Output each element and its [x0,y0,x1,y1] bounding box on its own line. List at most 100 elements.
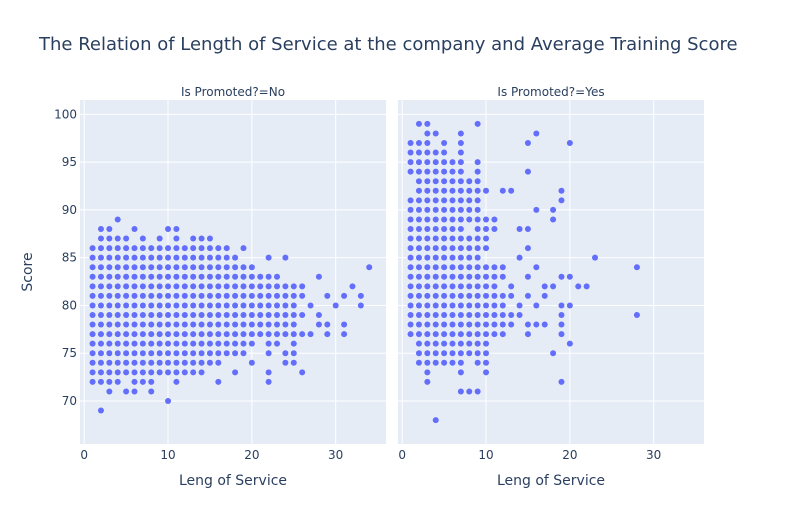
scatter-point [457,292,464,299]
scatter-point [474,159,481,166]
scatter-point [282,350,289,357]
scatter-point [223,245,230,252]
grid-right [398,100,704,444]
scatter-point [198,321,205,328]
scatter-point [441,283,448,290]
scatter-point [516,226,523,232]
scatter-point [215,331,222,338]
scatter-point [131,378,138,385]
scatter-point [123,245,130,252]
scatter-point [457,159,464,166]
scatter-point [148,359,155,366]
scatter-point [123,331,130,338]
scatter-point [131,254,138,261]
x-tick-label-left: 30 [328,448,343,462]
scatter-point [449,206,456,213]
x-ticks-right: 0 10 20 30 [398,448,661,462]
scatter-point [415,283,422,290]
scatter-point [432,273,439,280]
scatter-point [97,350,104,357]
scatter-point [432,197,439,204]
scatter-point [97,321,104,328]
scatter-point [106,264,113,271]
scatter-point [457,302,464,309]
scatter-point [432,159,439,166]
scatter-point [508,321,515,328]
scatter-point [181,283,188,290]
y-tick-label: 80 [62,298,77,312]
scatter-point [474,273,481,280]
scatter-point [457,178,464,185]
scatter-point [248,292,255,299]
scatter-point [449,292,456,299]
y-tick-label: 85 [62,251,77,265]
scatter-point [123,254,130,261]
scatter-point [148,369,155,376]
scatter-point [432,350,439,357]
y-tick-label: 70 [62,394,77,408]
scatter-point [483,331,490,338]
scatter-point [524,226,531,232]
scatter-point [215,378,222,385]
scatter-point [240,350,247,357]
scatter-point [466,245,473,252]
facet-label-no: Is Promoted?=No [181,85,285,99]
scatter-point [290,302,297,309]
scatter-point [508,187,515,194]
scatter-point [633,264,640,271]
scatter-point [491,292,498,299]
scatter-point [432,245,439,252]
scatter-point [499,187,506,194]
scatter-point [198,245,205,252]
scatter-point [89,321,96,328]
scatter-point [265,331,272,338]
scatter-point [483,312,490,318]
x-axis-title-left: Leng of Service [179,473,287,489]
scatter-point [349,283,356,290]
scatter-point [106,245,113,252]
scatter-point [457,273,464,280]
scatter-point [274,273,281,280]
scatter-point [198,302,205,309]
scatter-point [190,264,197,271]
scatter-point [106,350,113,357]
scatter-point [190,359,197,366]
scatter-point [415,321,422,328]
scatter-point [299,283,306,290]
scatter-point [148,264,155,271]
scatter-point [190,292,197,299]
scatter-point [165,359,172,366]
scatter-point [415,178,422,185]
scatter-point [407,226,414,232]
scatter-point [131,369,138,376]
scatter-point [148,292,155,299]
scatter-point [432,359,439,366]
scatter-point [415,312,422,318]
scatter-point [223,283,230,290]
scatter-point [165,226,172,232]
scatter-point [265,292,272,299]
scatter-point [449,264,456,271]
scatter-point [131,302,138,309]
scatter-point [173,292,180,299]
scatter-point [449,273,456,280]
scatter-point [165,340,172,347]
scatter-point [274,302,281,309]
scatter-point [357,292,364,299]
scatter-point [106,340,113,347]
scatter-point [341,292,348,299]
scatter-point [97,273,104,280]
scatter-point [432,206,439,213]
scatter-point [424,312,431,318]
scatter-point [223,264,230,271]
scatter-point [474,283,481,290]
scatter-point [156,292,163,299]
scatter-point [499,264,506,271]
scatter-point [114,216,121,223]
scatter-point [315,273,322,280]
scatter-point [449,321,456,328]
scatter-point [432,302,439,309]
scatter-point [123,264,130,271]
scatter-point [215,312,222,318]
